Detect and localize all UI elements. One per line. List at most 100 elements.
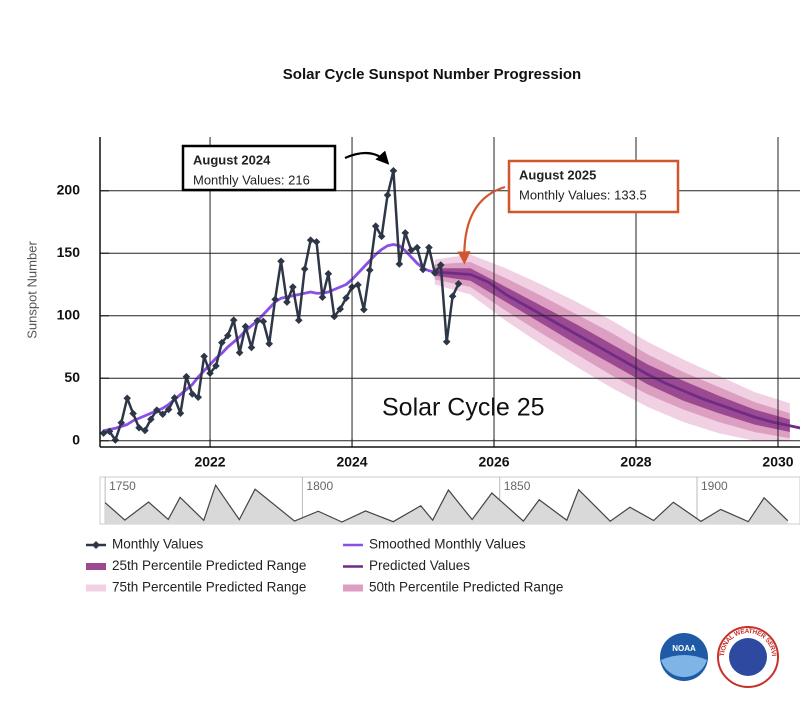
marker bbox=[419, 265, 427, 274]
marker bbox=[365, 266, 374, 274]
marker bbox=[141, 426, 149, 435]
strip-plot bbox=[104, 483, 789, 524]
noaa-logo-text: NOAA bbox=[672, 644, 696, 653]
marker bbox=[442, 337, 451, 346]
marker bbox=[354, 281, 362, 289]
legend-label: 25th Percentile Predicted Range bbox=[112, 558, 306, 573]
strip-tick-label: 1850 bbox=[504, 479, 531, 493]
marker bbox=[294, 316, 303, 325]
marker bbox=[188, 390, 197, 398]
chart-title: Solar Cycle Sunspot Number Progression bbox=[283, 66, 581, 83]
marker bbox=[318, 293, 327, 302]
marker bbox=[431, 269, 439, 277]
y-tick-label: 0 bbox=[72, 431, 80, 447]
marker bbox=[218, 338, 226, 347]
legend-label: Predicted Values bbox=[369, 558, 470, 573]
marker bbox=[265, 339, 274, 348]
marker bbox=[176, 409, 185, 418]
legend-swatch bbox=[86, 584, 106, 592]
annotation-text: Monthly Values: 133.5 bbox=[519, 187, 647, 202]
x-tick-label: 2024 bbox=[336, 454, 367, 470]
strip-line bbox=[104, 483, 789, 523]
marker bbox=[123, 394, 132, 403]
annotation-box bbox=[507, 159, 680, 214]
annotation-title: August 2025 bbox=[519, 167, 596, 182]
noaa-logo-wave bbox=[661, 655, 707, 678]
x-tick-label: 2030 bbox=[762, 454, 793, 470]
marker bbox=[223, 331, 232, 340]
legend-swatch bbox=[343, 584, 363, 592]
y-tick-label: 100 bbox=[57, 306, 81, 322]
marker bbox=[170, 394, 179, 402]
y-axis-label: Sunspot Number bbox=[24, 241, 39, 339]
legend-label: 75th Percentile Predicted Range bbox=[112, 580, 306, 595]
marker bbox=[277, 257, 285, 266]
marker bbox=[194, 393, 203, 402]
marker bbox=[383, 191, 392, 199]
marker bbox=[235, 348, 244, 357]
line bbox=[434, 270, 800, 430]
marker bbox=[289, 283, 297, 291]
legend-marker bbox=[92, 541, 100, 549]
marker bbox=[117, 418, 126, 427]
marker bbox=[395, 260, 404, 268]
marker bbox=[241, 322, 250, 331]
legend-label: Smoothed Monthly Values bbox=[369, 537, 526, 552]
marker bbox=[324, 269, 333, 278]
x-tick-label: 2028 bbox=[620, 454, 651, 470]
marker bbox=[377, 232, 386, 241]
annotation-arrow bbox=[457, 185, 506, 265]
marker bbox=[436, 261, 445, 269]
marker bbox=[158, 410, 167, 419]
marker bbox=[152, 406, 161, 414]
cycle-label: Solar Cycle 25 bbox=[382, 394, 545, 422]
strip-tick-label: 1900 bbox=[701, 479, 728, 493]
x-tick-label: 2026 bbox=[478, 454, 509, 470]
marker bbox=[330, 312, 339, 321]
history-strip: 1750 1800 1850 1900 bbox=[99, 476, 800, 525]
marker bbox=[448, 292, 457, 301]
marker bbox=[300, 265, 309, 273]
marker bbox=[111, 436, 120, 444]
marker bbox=[283, 298, 291, 306]
legend-label: Monthly Values bbox=[112, 537, 204, 552]
legend: Monthly Values 25th Percentile Predicted … bbox=[86, 537, 563, 595]
marker bbox=[401, 229, 410, 237]
marker bbox=[306, 236, 315, 244]
marker bbox=[164, 405, 173, 414]
y-tick-label: 50 bbox=[64, 369, 80, 385]
strip-area bbox=[105, 485, 788, 524]
legend-swatch bbox=[86, 563, 106, 570]
marker bbox=[147, 415, 155, 424]
marker bbox=[212, 362, 220, 370]
marker bbox=[336, 305, 344, 313]
y-tick-label: 200 bbox=[57, 181, 81, 197]
marker bbox=[371, 222, 380, 230]
marker bbox=[454, 279, 463, 288]
marker bbox=[389, 166, 398, 175]
marker bbox=[200, 352, 208, 361]
marker bbox=[247, 343, 256, 352]
marker bbox=[229, 316, 238, 324]
annotation-title: August 2024 bbox=[193, 152, 271, 167]
marker bbox=[360, 305, 368, 314]
marker bbox=[425, 243, 433, 252]
strip-tick-label: 1800 bbox=[306, 479, 333, 493]
marker bbox=[100, 429, 108, 437]
y-tick-label: 150 bbox=[57, 244, 81, 260]
marker bbox=[407, 246, 415, 254]
marker bbox=[105, 427, 114, 436]
marker bbox=[253, 316, 262, 325]
band bbox=[434, 268, 790, 432]
x-tick-label: 2022 bbox=[194, 454, 225, 470]
marker bbox=[182, 372, 191, 381]
annotation-text: Monthly Values: 216 bbox=[193, 172, 310, 187]
strip-tick-label: 1750 bbox=[109, 479, 136, 493]
annotation-box bbox=[181, 144, 337, 192]
legend-label: 50th Percentile Predicted Range bbox=[369, 580, 563, 595]
marker bbox=[312, 238, 321, 246]
marker bbox=[342, 294, 350, 302]
annotation-arrow bbox=[344, 150, 390, 165]
plot-area bbox=[100, 166, 800, 444]
